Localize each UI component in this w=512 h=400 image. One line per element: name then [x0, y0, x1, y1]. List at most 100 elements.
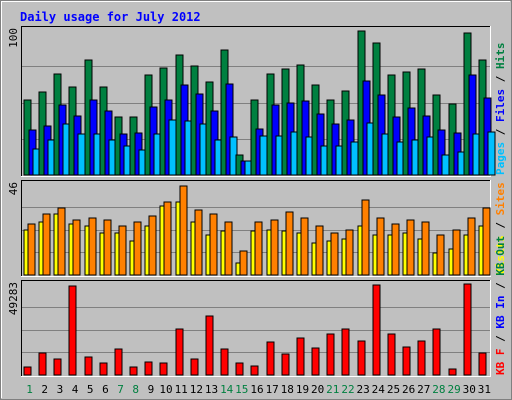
bar-kb-f — [114, 348, 123, 376]
bar-sites — [361, 199, 370, 276]
x-tick-label: 14 — [220, 383, 234, 396]
bar-sites — [345, 229, 354, 276]
bar-sites — [285, 211, 294, 276]
y-max-label: 49283 — [7, 282, 20, 315]
x-tick-label: 5 — [87, 383, 94, 396]
bar-kb-f — [159, 362, 168, 376]
x-tick-label: 4 — [72, 383, 79, 396]
bar-sites — [315, 225, 324, 276]
bars-top — [23, 30, 496, 176]
legend-separator: / — [494, 329, 507, 349]
legend: KB F / KB In / KB Out — [494, 236, 507, 375]
panel-top: 100 Pages / Files / Hits — [7, 26, 507, 177]
x-tick-label: 15 — [235, 383, 248, 396]
bar-pages — [168, 119, 177, 176]
bar-sites — [300, 217, 309, 276]
panel-bottom: 49283 KB F / KB In / KB Out — [7, 236, 507, 377]
bar-sites — [72, 219, 81, 276]
y-max-label: 100 — [7, 28, 20, 48]
bar-kb-f — [266, 341, 275, 376]
legend-entry: KB In — [494, 296, 507, 329]
bar-kb-f — [23, 366, 32, 376]
bar-sites — [330, 232, 339, 276]
bar-kb-f — [175, 328, 184, 376]
x-tick-label: 31 — [478, 383, 491, 396]
bar-sites — [179, 185, 188, 276]
x-tick-label: 20 — [311, 383, 324, 396]
bar-sites — [482, 207, 491, 276]
x-tick-label: 11 — [175, 383, 188, 396]
bar-kb-f — [281, 353, 290, 376]
x-tick-label: 24 — [372, 383, 386, 396]
x-tick-label: 21 — [326, 383, 339, 396]
legend-separator: / — [494, 276, 507, 296]
bar-sites — [194, 209, 203, 276]
bar-kb-f — [38, 352, 47, 376]
legend-entry: Sites — [494, 182, 507, 215]
legend-entry: KB F — [494, 349, 507, 376]
bars-middle — [23, 185, 491, 276]
bar-kb-f — [190, 358, 199, 376]
x-tick-label: 12 — [190, 383, 203, 396]
legend: Pages / Files / Hits — [494, 43, 507, 176]
x-tick-label: 13 — [205, 383, 218, 396]
bar-kb-f — [235, 362, 244, 376]
x-tick-label: 25 — [387, 383, 400, 396]
bar-kb-f — [387, 333, 396, 376]
bar-sites — [224, 221, 233, 276]
bar-kb-f — [311, 347, 320, 376]
legend-entry: Pages — [494, 142, 507, 175]
bar-sites — [452, 229, 461, 276]
bar-sites — [467, 217, 476, 276]
x-tick-label: 8 — [132, 383, 139, 396]
panel-area — [21, 280, 491, 377]
x-tick-label: 3 — [57, 383, 64, 396]
x-tick-label: 10 — [159, 383, 172, 396]
bar-pages — [259, 135, 268, 176]
bar-sites — [57, 207, 66, 276]
legend-entry: Files — [494, 89, 507, 122]
x-tick-label: 7 — [117, 383, 124, 396]
bar-pages — [487, 131, 496, 176]
bar-pages — [441, 154, 450, 176]
x-tick-label: 1 — [26, 383, 33, 396]
bar-kb-f — [220, 348, 229, 376]
legend: Visits / Sites — [494, 182, 507, 275]
bar-pages — [77, 133, 86, 176]
bar-sites — [42, 213, 51, 276]
legend-entry: Visits — [494, 235, 507, 275]
bar-kb-f — [129, 366, 138, 376]
x-tick-label: 27 — [417, 383, 430, 396]
bar-kb-f — [402, 346, 411, 376]
bar-sites — [103, 219, 112, 276]
bar-kb-f — [341, 328, 350, 376]
x-tick-label: 19 — [296, 383, 309, 396]
x-tick-label: 6 — [102, 383, 109, 396]
bar-sites — [406, 219, 415, 276]
bar-kb-f — [68, 285, 77, 376]
bar-sites — [254, 221, 263, 276]
legend-separator: / — [494, 122, 507, 142]
bar-kb-f — [448, 368, 457, 376]
bar-kb-f — [53, 358, 62, 376]
bar-sites — [209, 213, 218, 276]
x-tick-label: 26 — [402, 383, 415, 396]
x-tick-label: 23 — [356, 383, 369, 396]
bar-sites — [391, 223, 400, 276]
panel-middle: 46 Visits / Sites — [7, 180, 507, 277]
legend-entry: KB Out — [494, 236, 507, 276]
bar-sites — [376, 217, 385, 276]
bar-kb-f — [463, 283, 472, 376]
bar-kb-f — [432, 328, 441, 376]
bar-kb-f — [372, 284, 381, 376]
bar-sites — [27, 223, 36, 276]
bar-kb-f — [478, 352, 487, 376]
x-tick-label: 28 — [432, 383, 445, 396]
bar-kb-f — [357, 340, 366, 376]
bar-pages — [350, 141, 359, 176]
legend-entry: Hits — [494, 43, 507, 70]
bar-sites — [436, 234, 445, 276]
legend-separator: / — [494, 215, 507, 235]
bar-kb-f — [205, 315, 214, 376]
